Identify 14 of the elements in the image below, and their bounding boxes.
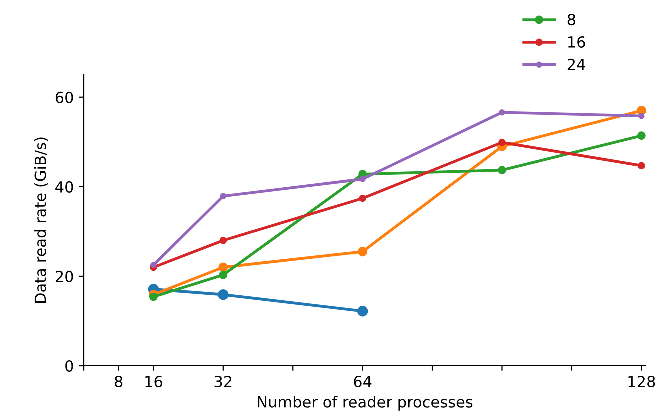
x-tick-label: 16 (146, 376, 162, 388)
y-axis-title: Data read rate (GiB/s) (34, 138, 48, 304)
x-axis-title: Number of reader processes (258, 396, 473, 411)
y-tick-label: 40 (56, 181, 74, 193)
legend-label: 24 (568, 58, 586, 70)
y-tick-label: 60 (56, 92, 74, 104)
x-tick-label: 64 (354, 376, 372, 388)
y-tick-label: 20 (56, 270, 74, 282)
x-tick-label: 32 (214, 376, 232, 388)
x-tick-label: 128 (628, 376, 656, 388)
legend-label: 8 (568, 14, 576, 26)
legend-label: 16 (568, 36, 586, 48)
x-tick-label: 8 (115, 376, 123, 388)
y-tick-label: 0 (66, 360, 74, 372)
